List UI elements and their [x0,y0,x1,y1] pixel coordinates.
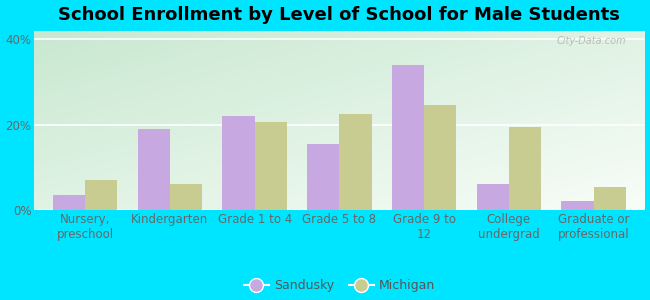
Bar [222,116,255,210]
Title: School Enrollment by Level of School for Male Students: School Enrollment by Level of School for… [58,6,620,24]
Bar [307,144,339,210]
Bar [593,187,626,210]
Bar [392,65,424,210]
Bar [138,129,170,210]
Bar [255,122,287,210]
Bar [170,184,202,210]
Bar [339,114,372,210]
Legend: Sandusky, Michigan: Sandusky, Michigan [239,274,440,297]
Bar [53,195,85,210]
Text: City-Data.com: City-Data.com [556,36,626,46]
Bar [562,202,593,210]
Bar [476,184,509,210]
Bar [509,127,541,210]
Bar [424,105,456,210]
Bar [85,180,118,210]
